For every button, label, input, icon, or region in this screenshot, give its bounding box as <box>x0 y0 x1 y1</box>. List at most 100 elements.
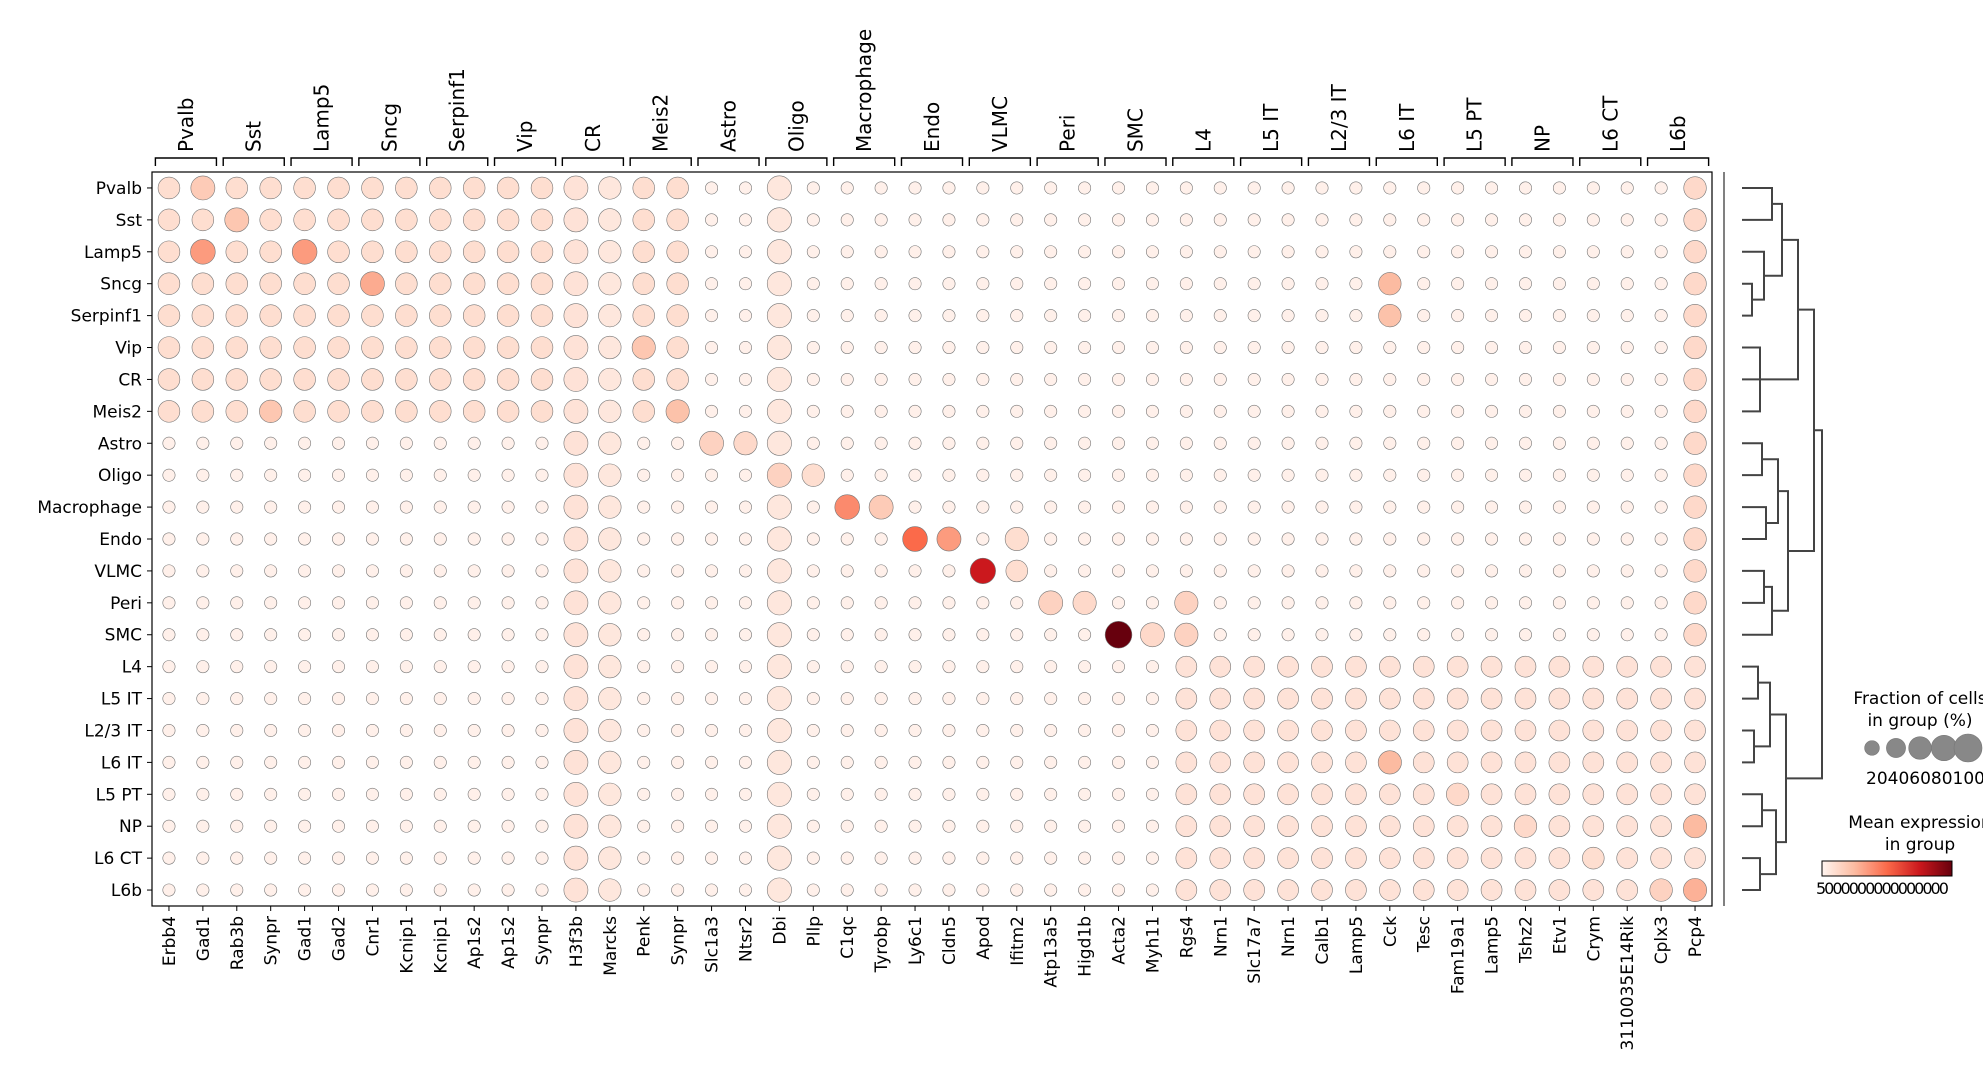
dot-Astro-44 <box>1654 436 1668 450</box>
dot-L5IT-26 <box>1044 692 1058 706</box>
dot-CR-40 <box>1519 372 1532 386</box>
dot-Sst-7 <box>395 208 418 232</box>
dot-L6IT-11 <box>535 755 549 769</box>
dot-L6CT-14 <box>637 851 651 865</box>
dot-NP-15 <box>671 819 685 833</box>
dot-Lamp5-19 <box>806 245 820 259</box>
dot-Pvalb-41 <box>1552 181 1566 195</box>
dot-Macrophage-23 <box>942 500 956 514</box>
dot-L6CT-8 <box>433 851 447 865</box>
dot-Serpinf1-40 <box>1519 309 1532 323</box>
dot-Meis2-35 <box>1349 404 1363 418</box>
dendrogram-link <box>1786 429 1823 780</box>
dot-Sst-0 <box>157 208 181 232</box>
dot-Pvalb-7 <box>395 176 418 200</box>
dot-L5PT-4 <box>298 787 312 801</box>
dot-Sst-19 <box>806 213 820 227</box>
dot-Macrophage-2 <box>230 500 244 514</box>
gene-label: Dbi <box>770 916 790 945</box>
gene-label: Fam19a1 <box>1449 916 1469 994</box>
dendrogram-link <box>1772 490 1789 612</box>
dot-SMC-11 <box>535 628 549 642</box>
group-label: L2/3 IT <box>84 721 142 741</box>
dot-L6IT-3 <box>264 755 278 769</box>
dot-Astro-23 <box>942 436 956 450</box>
dot-Sncg-42 <box>1586 277 1600 291</box>
dot-L5PT-9 <box>467 787 481 801</box>
dot-Macrophage-19 <box>806 500 820 514</box>
dot-L23IT-40 <box>1514 719 1537 742</box>
dot-Macrophage-25 <box>1010 500 1024 514</box>
dot-VLMC-40 <box>1519 564 1532 578</box>
dot-Sncg-19 <box>806 277 820 291</box>
dot-L4-23 <box>942 660 956 674</box>
dot-Astro-21 <box>874 436 888 450</box>
dot-L6IT-38 <box>1446 751 1469 774</box>
size-legend-dot <box>1908 736 1932 760</box>
dot-L5PT-36 <box>1379 783 1401 806</box>
dot-Serpinf1-30 <box>1179 309 1193 323</box>
dot-Sncg-28 <box>1112 277 1125 291</box>
dot-Sst-10 <box>496 208 520 232</box>
dot-Astro-31 <box>1213 436 1227 450</box>
dot-NP-30 <box>1175 815 1198 838</box>
group-label: L6b <box>111 881 142 901</box>
dot-CR-36 <box>1383 372 1397 386</box>
dot-L23IT-22 <box>908 724 922 737</box>
bracket <box>1579 157 1642 166</box>
dot-Oligo-34 <box>1315 468 1329 482</box>
dot-NP-13 <box>598 814 622 838</box>
dot-Meis2-41 <box>1552 404 1566 418</box>
dot-L5PT-15 <box>671 787 685 801</box>
dot-Sst-32 <box>1247 213 1261 227</box>
dendrogram-link <box>1754 681 1771 748</box>
size-legend-labels: 20406080100 <box>1866 769 1983 789</box>
dot-Lamp5-25 <box>1010 245 1024 259</box>
dot-Macrophage-37 <box>1417 500 1431 514</box>
size-legend-dot <box>1930 734 1958 762</box>
dot-Peri-0 <box>162 596 176 610</box>
dot-L5IT-3 <box>264 692 278 706</box>
dot-Serpinf1-32 <box>1247 309 1261 323</box>
dot-L5PT-35 <box>1345 783 1367 806</box>
dot-Lamp5-13 <box>598 240 622 264</box>
dot-NP-4 <box>298 819 312 833</box>
dot-L5IT-32 <box>1243 687 1265 710</box>
dot-Sncg-4 <box>293 272 316 295</box>
group-label: Endo <box>99 530 142 550</box>
dot-Sst-24 <box>976 213 990 227</box>
dot-L6IT-41 <box>1548 751 1571 774</box>
gene-label: Pllp <box>804 916 824 947</box>
dot-Vip-20 <box>840 341 854 354</box>
dot-Meis2-26 <box>1044 404 1058 418</box>
dot-Peri-36 <box>1383 596 1397 610</box>
dot-L5IT-11 <box>535 692 549 706</box>
dot-Astro-0 <box>162 436 176 450</box>
dot-Lamp5-29 <box>1145 245 1159 259</box>
dot-Vip-13 <box>598 335 622 360</box>
dot-Endo-41 <box>1552 532 1566 546</box>
dot-Meis2-2 <box>225 400 248 423</box>
dot-L6b-9 <box>467 883 481 897</box>
dot-Pvalb-10 <box>496 176 520 200</box>
dot-Sst-11 <box>530 208 554 232</box>
gene-label: Synpr <box>533 916 553 965</box>
dot-L6IT-16 <box>705 755 719 769</box>
dot-L6CT-5 <box>332 851 345 865</box>
dot-VLMC-30 <box>1179 564 1193 578</box>
dot-VLMC-42 <box>1586 564 1600 578</box>
dot-NP-14 <box>637 819 651 833</box>
dot-Lamp5-35 <box>1349 245 1363 259</box>
dot-L4-2 <box>230 660 244 674</box>
dot-Macrophage-3 <box>264 500 278 514</box>
gene-label: Rgs4 <box>1177 916 1197 958</box>
dendrogram-link <box>1742 569 1765 604</box>
dot-Sst-1 <box>191 208 215 232</box>
dot-L6CT-44 <box>1650 847 1672 869</box>
dot-L4-5 <box>332 660 345 674</box>
dot-Vip-6 <box>361 336 384 359</box>
bracket-label: Oligo <box>784 100 808 152</box>
dot-SMC-23 <box>942 628 956 642</box>
dot-Serpinf1-36 <box>1378 304 1402 328</box>
dot-L5PT-19 <box>806 787 820 801</box>
